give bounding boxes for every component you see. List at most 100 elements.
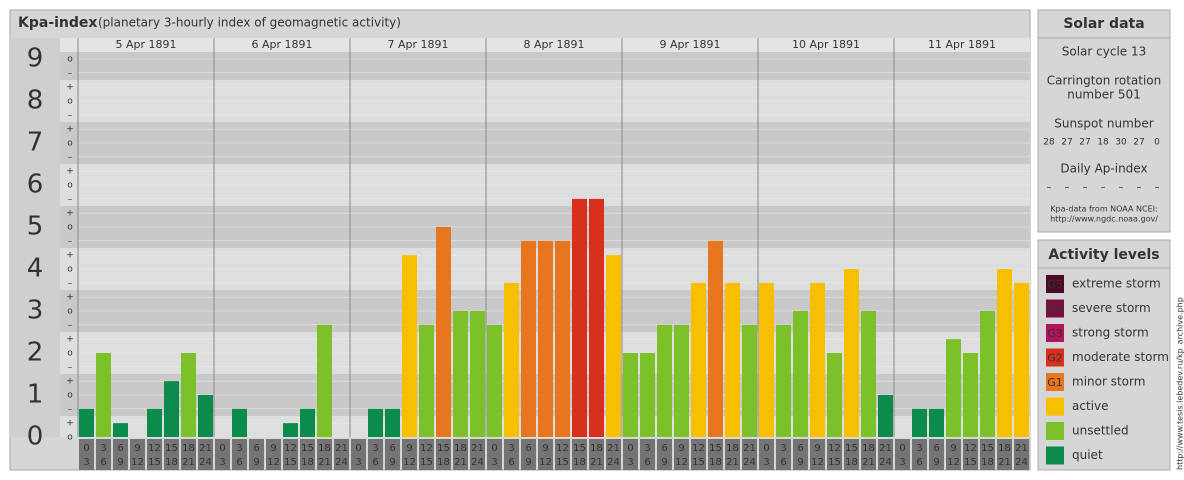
time-label: 24 [743,457,756,468]
sunspot-number: 27 [1079,138,1090,148]
level-badge: G2 [1047,352,1063,365]
time-box [453,439,468,470]
sunspot-number: 0 [1154,138,1160,148]
bar [691,282,706,437]
time-label: 0 [763,443,769,454]
time-label: 24 [879,457,892,468]
time-label: 9 [117,457,123,468]
time-box [130,439,145,470]
day-label: 8 Apr 1891 [523,38,584,51]
time-label: 15 [284,457,297,468]
time-label: 6 [253,443,259,454]
time-box [300,439,315,470]
time-label: 12 [828,443,841,454]
rotation: Carrington rotation [1047,74,1161,88]
y-tick-label: 8 [27,86,44,116]
time-label: 15 [437,443,450,454]
time-label: 6 [933,443,939,454]
time-label: 24 [199,457,212,468]
time-box [742,439,757,470]
bar [946,339,961,437]
time-label: 18 [862,443,875,454]
y-tick-label: 7 [27,128,44,158]
time-label: 15 [964,457,977,468]
y-tick-label: 9 [27,44,44,74]
y-tick-label: 6 [27,170,44,200]
rotation: number 501 [1067,88,1141,102]
time-label: 3 [83,457,89,468]
bar [436,227,451,437]
bar [759,282,774,437]
time-box [861,439,876,470]
bar [504,282,519,437]
time-label: 3 [899,457,905,468]
minor-tick-label: o [67,97,73,107]
time-label: 12 [811,457,824,468]
level-label: severe storm [1072,301,1151,315]
bar [810,282,825,437]
minor-tick-label: – [68,404,73,414]
bar [606,255,621,437]
credit: http://www.tesis.lebedev.ru/kp_archive.p… [1176,297,1184,470]
time-label: 24 [471,457,484,468]
time-box [623,439,638,470]
time-label: 6 [236,457,242,468]
minor-tick-label: o [67,223,73,233]
time-label: 9 [542,443,548,454]
time-box [776,439,791,470]
time-label: 18 [845,457,858,468]
bar [963,353,978,437]
time-label: 9 [933,457,939,468]
time-label: 15 [573,443,586,454]
time-box [589,439,604,470]
bar [317,324,332,437]
minor-tick-label: – [68,110,73,120]
time-label: 6 [508,457,514,468]
time-label: 6 [100,457,106,468]
time-label: 18 [709,457,722,468]
day-label: 5 Apr 1891 [115,38,176,51]
level-swatch [1046,446,1064,465]
ap-value: – [1119,182,1124,193]
time-box [606,439,621,470]
bar [198,395,213,437]
day-label: 7 Apr 1891 [387,38,448,51]
y-tick-label: 2 [27,338,44,368]
level-label: active [1072,399,1108,413]
bar [827,353,842,437]
time-label: 3 [219,457,225,468]
time-box [895,439,910,470]
time-label: 12 [964,443,977,454]
minor-tick-label: o [67,433,73,443]
time-box [232,439,247,470]
time-box [215,439,230,470]
time-label: 9 [950,443,956,454]
bar [776,324,791,437]
day-label: 9 Apr 1891 [659,38,720,51]
time-box [725,439,740,470]
time-box [538,439,553,470]
minor-tick-label: – [68,320,73,330]
time-label: 15 [301,443,314,454]
level-label: quiet [1072,448,1103,462]
minor-tick-label: o [67,307,73,317]
minor-tick-label: – [68,278,73,288]
time-label: 3 [780,443,786,454]
minor-tick-label: + [66,209,74,219]
time-label: 12 [148,443,161,454]
time-label: 21 [879,443,892,454]
time-label: 15 [165,443,178,454]
bar [453,311,468,437]
ap-title: Daily Ap-index [1060,162,1147,176]
y-tick-label: 0 [27,422,44,452]
bar [470,311,485,437]
time-label: 15 [692,457,705,468]
bar [147,408,162,437]
time-label: 12 [267,457,280,468]
sunspot-number: 18 [1097,138,1109,148]
time-box [844,439,859,470]
time-label: 18 [573,457,586,468]
time-box [810,439,825,470]
time-label: 12 [403,457,416,468]
